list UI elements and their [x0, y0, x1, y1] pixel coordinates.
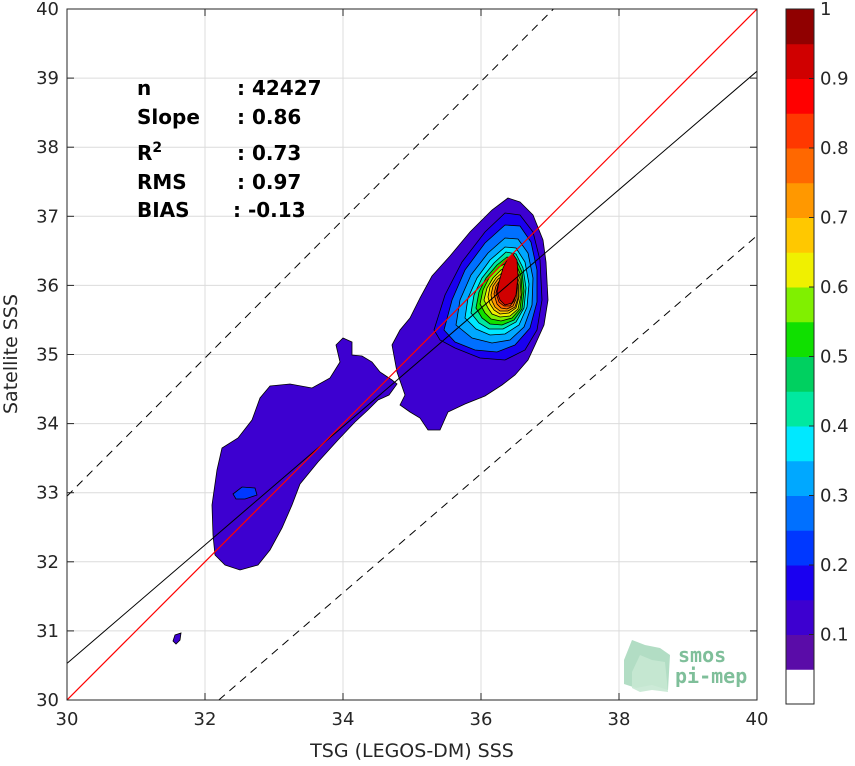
colorbar-band	[786, 460, 814, 496]
y-tick-label: 38	[36, 137, 59, 158]
colorbar-band	[786, 113, 814, 149]
colorbar-band-empty	[786, 669, 814, 704]
colorbar: 0.1 0.2 0.3 0.4 0.5 0.6 0.7 0.8 0.9 1	[785, 0, 849, 705]
x-axis-label: TSG (LEGOS-DM) SSS	[309, 740, 514, 762]
stat-value-r: : 0.73	[237, 141, 301, 165]
colorbar-band	[786, 182, 814, 218]
stat-label-bias: BIAS	[137, 198, 190, 222]
x-tick-label: 32	[194, 709, 217, 730]
stat-value-bias: : -0.13	[233, 198, 306, 222]
y-tick-label: 33	[36, 483, 59, 504]
colorbar-tick-label: 0.6	[820, 277, 849, 298]
colorbar-band	[786, 426, 814, 462]
density-contours	[172, 197, 549, 645]
colorbar-tick-label: 0.2	[820, 555, 849, 576]
stat-value-slope: : 0.86	[237, 105, 301, 129]
colorbar-band	[786, 9, 814, 45]
colorbar-tick-label: 0.3	[820, 486, 849, 507]
stat-value-n: : 42427	[237, 76, 322, 100]
y-tick-label: 36	[36, 275, 59, 296]
colorbar-tick-label: 0.4	[820, 416, 849, 437]
upper-bound-dashed-line	[67, 9, 554, 497]
regression-line	[67, 70, 757, 664]
colorbar-band	[786, 43, 814, 79]
y-tick-label: 31	[36, 621, 59, 642]
stat-value-rms: : 0.97	[237, 170, 301, 194]
colorbar-band	[786, 217, 814, 253]
y-tick-label: 30	[36, 690, 59, 711]
y-tick-label: 39	[36, 68, 59, 89]
x-tick-label: 34	[332, 709, 355, 730]
colorbar-band	[786, 634, 814, 670]
x-tick-label: 30	[56, 709, 79, 730]
lower-bound-dashed-line	[218, 235, 757, 700]
contour-outer-lower	[211, 337, 398, 571]
y-axis-label: Satellite SSS	[0, 294, 22, 414]
identity-line	[67, 9, 757, 700]
y-axis-ticks: 30 31 32 33 34 35 36 37 38 39 40	[36, 0, 757, 711]
colorbar-band	[786, 530, 814, 566]
colorbar-band	[786, 287, 814, 323]
stat-label-superscript: 2	[152, 140, 162, 156]
colorbar-tick-label: 0.9	[820, 69, 849, 90]
colorbar-band	[786, 148, 814, 184]
stat-label-rms: RMS	[137, 170, 187, 194]
colorbar-tick-label: 0.8	[820, 138, 849, 159]
colorbar-tick-label: 0.5	[820, 347, 849, 368]
contour-level-0.95	[496, 253, 519, 306]
colorbar-tick-label: 0.1	[820, 625, 849, 646]
x-axis-ticks: 30 32 34 36 38 40	[56, 9, 769, 730]
colorbar-band	[786, 78, 814, 114]
colorbar-band	[786, 599, 814, 635]
smos-pi-mep-logo: smos pi-mep	[624, 640, 747, 692]
colorbar-band	[786, 356, 814, 392]
x-tick-label: 40	[746, 709, 769, 730]
logo-text-line1: smos	[678, 643, 726, 667]
y-tick-label: 37	[36, 206, 59, 227]
colorbar-tick-label: 0.7	[820, 208, 849, 229]
x-tick-label: 38	[608, 709, 631, 730]
logo-text-line2: pi-mep	[675, 664, 747, 688]
colorbar-band	[786, 391, 814, 427]
stat-label-slope: Slope	[137, 105, 200, 129]
colorbar-band	[786, 252, 814, 288]
y-tick-label: 34	[36, 414, 59, 435]
colorbar-tick-label: 1	[820, 0, 831, 20]
stat-label-n: n	[137, 76, 151, 100]
y-tick-label: 32	[36, 552, 59, 573]
contour-island-small	[172, 632, 182, 645]
reference-lines	[67, 9, 757, 700]
y-tick-label: 40	[36, 0, 59, 20]
y-tick-label: 35	[36, 345, 59, 366]
x-tick-label: 36	[470, 709, 493, 730]
colorbar-band	[786, 495, 814, 531]
colorbar-band	[786, 321, 814, 357]
colorbar-band	[786, 565, 814, 601]
logo-waves-icon-front	[632, 655, 668, 692]
contour-hole-fill	[232, 486, 258, 500]
